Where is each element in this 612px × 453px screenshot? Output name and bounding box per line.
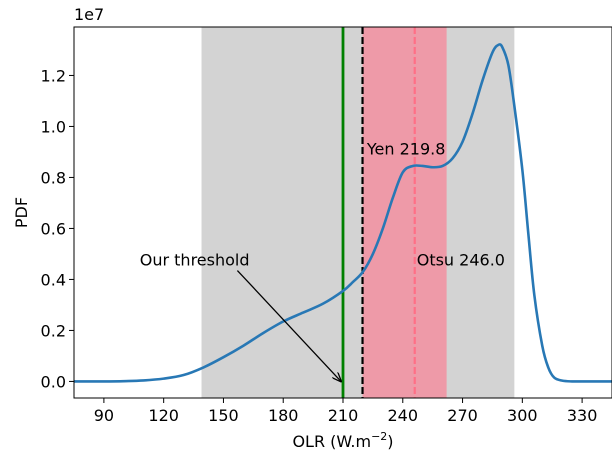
y-tick-label: 1.2 xyxy=(41,66,66,85)
annotations: Yen 219.8 Otsu 246.0 Our threshold xyxy=(140,139,505,381)
shaded-band-0 xyxy=(201,27,515,398)
x-tick-label: 120 xyxy=(148,406,179,425)
x-axis: 90 120 150 180 210 240 270 300 330 xyxy=(94,398,598,425)
pdf-curve-0 xyxy=(74,43,612,383)
y-tick-label: 0.6 xyxy=(41,219,66,238)
shaded-band-1 xyxy=(362,27,447,398)
y-tick-label: 0.8 xyxy=(41,168,66,187)
y-tick-label: 0.0 xyxy=(41,372,66,391)
y-tick-label: 1.0 xyxy=(41,117,66,136)
shaded-bands xyxy=(201,27,515,398)
x-axis-label-close: ) xyxy=(387,432,393,451)
y-scale-label: 1e7 xyxy=(74,5,104,24)
annotation-0: Yen 219.8 xyxy=(366,139,446,158)
x-tick-label: 180 xyxy=(268,406,299,425)
x-tick-label: 330 xyxy=(567,406,598,425)
x-tick-label: 150 xyxy=(208,406,239,425)
x-tick-label: 300 xyxy=(507,406,538,425)
x-axis-label: OLR (W.m−2) xyxy=(292,430,393,451)
x-axis-label-sup: −2 xyxy=(371,430,387,443)
threshold-lines xyxy=(341,27,416,398)
y-axis-label: PDF xyxy=(12,197,31,228)
y-tick-label: 0.4 xyxy=(41,270,66,289)
annotation-1: Otsu 246.0 xyxy=(417,250,505,269)
x-tick-label: 270 xyxy=(447,406,478,425)
curve-layer xyxy=(74,43,612,383)
annotation-arrow-2 xyxy=(236,270,341,382)
annotation-2: Our threshold xyxy=(140,250,250,269)
y-tick-label: 0.2 xyxy=(41,321,66,340)
x-tick-label: 210 xyxy=(328,406,359,425)
x-tick-label: 90 xyxy=(94,406,114,425)
x-axis-label-main: OLR (W.m xyxy=(292,432,371,451)
x-tick-label: 240 xyxy=(388,406,419,425)
y-axis: 0.0 0.2 0.4 0.6 0.8 1.0 1.2 xyxy=(41,66,74,391)
